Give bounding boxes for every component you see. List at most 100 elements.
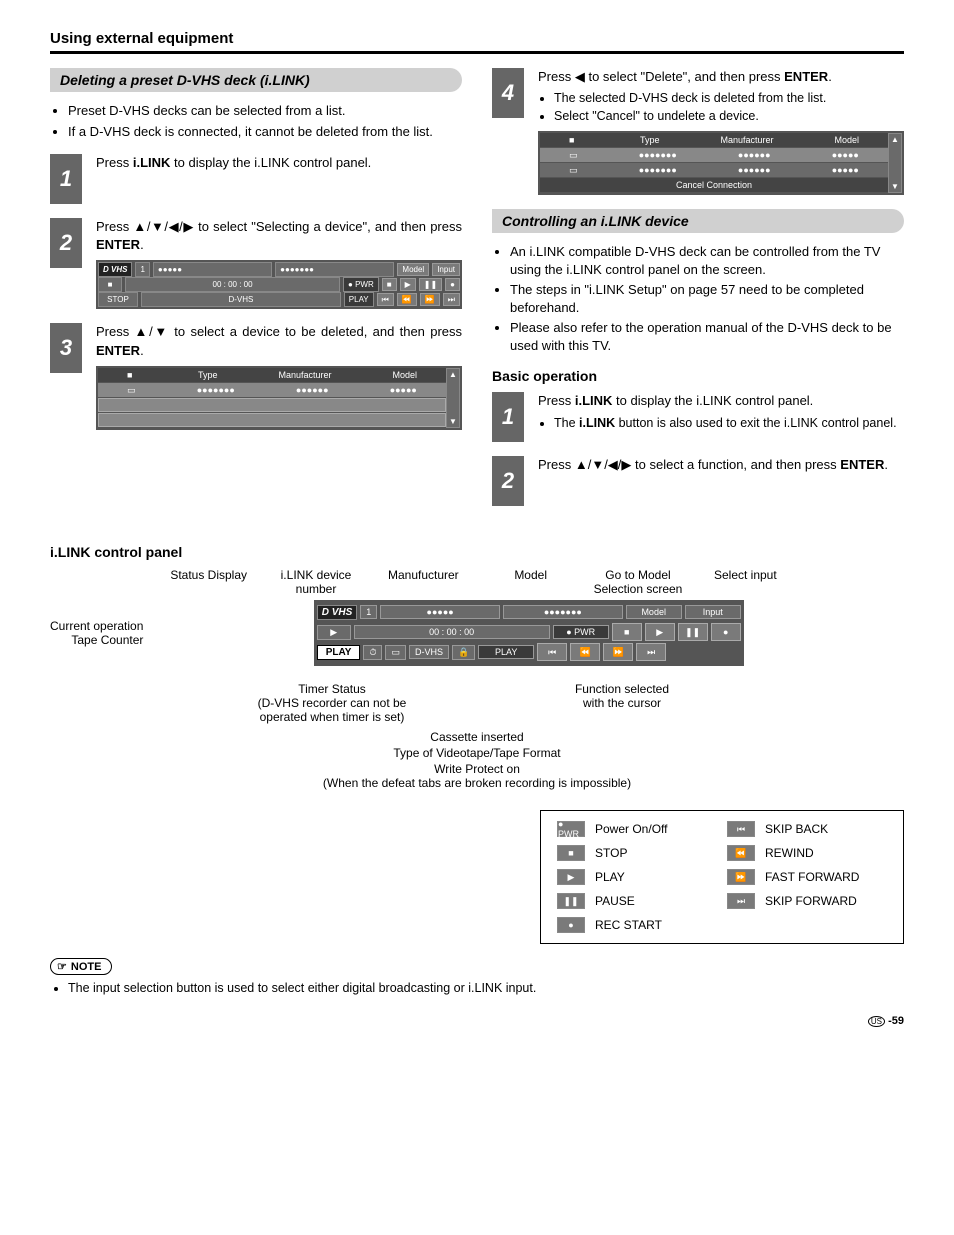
timer-icon: ⏱ [363,645,382,660]
arrow-keys: ▲/▼/◀/▶ [133,219,194,234]
rewind-icon: ⏪ [727,845,755,861]
text: to display the i.LINK control panel. [612,393,813,408]
ilink-control-panel-section: i.LINK control panel Status Display i.LI… [50,544,904,944]
step-text: Press ◀ to select "Delete", and then pre… [538,68,904,195]
section-heading-delete: Deleting a preset D-VHS deck (i.LINK) [50,68,462,92]
page-number: US -59 [50,1015,904,1027]
delete-intro-bullets: Preset D-VHS decks can be selected from … [50,102,462,140]
scroll-arrows[interactable]: ▲▼ [446,368,460,428]
pwr-button[interactable]: ● PWR [343,277,379,292]
input-button[interactable]: Input [432,263,460,276]
fast-forward-button[interactable]: ⏩ [603,643,633,661]
bullet: Please also refer to the operation manua… [510,319,904,354]
skip-forward-button[interactable]: ⏭ [443,293,460,306]
input-button[interactable]: Input [685,605,741,619]
pwr-text: Power On/Off [595,822,717,836]
bullet: If a D-VHS deck is connected, it cannot … [68,123,462,141]
us-mark: US [868,1016,885,1027]
annot-curop: Current operation [50,619,143,633]
stop-button[interactable]: ■ [612,623,642,641]
page-title: Using external equipment [50,30,904,47]
enter-label: ENTER [784,69,828,84]
pause-button[interactable]: ❚❚ [419,278,442,291]
pwr-button[interactable]: ● PWR [553,625,609,639]
text: . [828,69,832,84]
rec-button[interactable]: ● [445,278,460,291]
dots: ●●●●●● [738,149,771,162]
below-annot-grid: Timer Status (D-VHS recorder can not be … [197,682,757,724]
bullet: The steps in "i.LINK Setup" on page 57 n… [510,281,904,316]
pagenum-text: -59 [888,1015,904,1027]
stop-icon: ■ [557,845,585,861]
ilink-big-panel: D VHS 1 ●●●●● ●●●●●●● Model Input ▶ 00 :… [314,600,744,666]
annot-tape: Tape Counter [50,633,143,647]
step-text: Press i.LINK to display the i.LINK contr… [538,392,904,438]
model-button[interactable]: Model [626,605,682,619]
cancel-connection[interactable]: Cancel Connection [676,179,752,192]
skip-back-button[interactable]: ⏮ [537,643,567,661]
dots: ●●●●●●● [503,605,623,619]
play-button[interactable]: ▶ [400,278,416,291]
scroll-arrows[interactable]: ▲▼ [888,133,902,193]
step-number: 2 [492,456,524,506]
play-status-icon: ▶ [317,625,351,640]
top-annotation-row: Status Display i.LINK device number Manu… [157,568,797,596]
skip-forward-button[interactable]: ⏭ [636,643,666,661]
step-text: Press ▲/▼ to select a device to be delet… [96,323,462,429]
pause-text: PAUSE [595,894,717,908]
hdr-type: Type [640,134,660,147]
text: to select a function, and then press [631,457,840,472]
pwr-icon: ● PWR [557,821,585,837]
skip-back-icon: ⏮ [727,821,755,837]
write-protect-icon: 🔒 [452,645,475,660]
rewind-button[interactable]: ⏪ [397,293,417,306]
bstep1-sub: The i.LINK button is also used to exit t… [538,415,904,433]
step-number: 1 [50,154,82,204]
skip-forward-icon: ⏭ [727,893,755,909]
ilink-bold: i.LINK [579,416,615,430]
basic-step-2: 2 Press ▲/▼/◀/▶ to select a function, an… [492,456,904,506]
close-icon[interactable]: ■ [127,369,137,382]
stop-icon: ■ [98,277,122,292]
bullet: Select "Cancel" to undelete a device. [554,108,904,126]
step-number: 3 [50,323,82,373]
empty-row [98,398,446,412]
play-button[interactable]: ▶ [645,623,675,641]
rec-button[interactable]: ● [711,623,741,641]
ilink-title: i.LINK control panel [50,544,904,560]
text: Press [538,69,575,84]
annot-manu: Manufucturer [372,568,475,596]
annot-status: Status Display [157,568,260,596]
text: . [140,343,144,358]
fast-forward-button[interactable]: ⏩ [420,293,440,306]
hdr-model: Model [392,369,417,382]
button-legend: ● PWR Power On/Off ⏮ SKIP BACK ■ STOP ⏪ … [540,810,904,944]
hdr-type: Type [198,369,218,382]
skip-back-button[interactable]: ⏮ [377,293,394,306]
skipf-text: SKIP FORWARD [765,894,887,908]
note-section: ☞ NOTE The input selection button is use… [50,958,904,995]
ilink-label: i.LINK [133,155,171,170]
text: Press [96,219,133,234]
enter-label: ENTER [96,237,140,252]
right-column: 4 Press ◀ to select "Delete", and then p… [492,68,904,520]
close-icon[interactable]: ■ [569,134,579,147]
stop-label: STOP [98,292,138,307]
hand-icon: ☞ [57,960,67,973]
annot-type: Type of Videotape/Tape Format [197,746,757,760]
below-annot-stacked: Cassette inserted Type of Videotape/Tape… [197,730,757,790]
pause-button[interactable]: ❚❚ [678,623,708,641]
text: to select a device to be deleted, and th… [169,324,462,339]
annot-funcsel: Function selected with the cursor [487,682,757,724]
annot-timer: Timer Status (D-VHS recorder can not be … [197,682,467,724]
stop-button[interactable]: ■ [382,278,397,291]
dots: ●●●●●●● [197,384,235,397]
model-button[interactable]: Model [397,263,429,276]
arrow-keys: ▲/▼ [135,324,169,339]
counter: 00 : 00 : 00 [125,277,340,292]
dvhs-logo: D VHS [317,605,358,620]
dots: ●●●●● [832,149,859,162]
rewind-button[interactable]: ⏪ [570,643,600,661]
note-badge: ☞ NOTE [50,958,112,975]
annot-writeprotect: Write Protect on (When the defeat tabs a… [197,762,757,790]
